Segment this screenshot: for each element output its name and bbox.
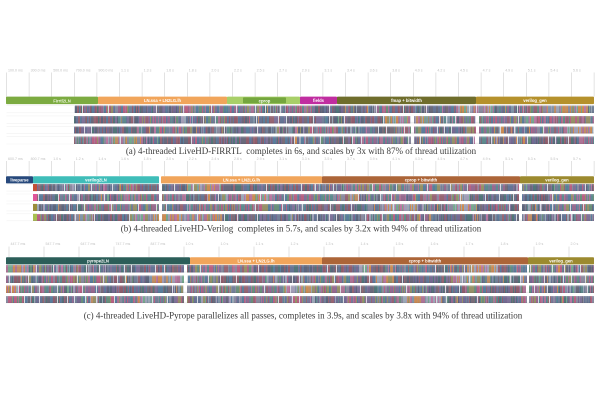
svg-text:447.7 ms: 447.7 ms — [11, 242, 26, 246]
svg-text:pyrope2LN: pyrope2LN — [87, 258, 109, 263]
svg-text:fields: fields — [313, 98, 325, 103]
svg-text:3.8 s: 3.8 s — [392, 69, 400, 73]
svg-text:2.2 s: 2.2 s — [234, 69, 242, 73]
svg-text:1.2 s: 1.2 s — [76, 157, 84, 161]
svg-text:4.2 s: 4.2 s — [437, 69, 445, 73]
svg-text:2.0 s: 2.0 s — [211, 69, 219, 73]
svg-text:(b) 4-threaded LiveHD-Verilog: (b) 4-threaded LiveHD-Verilog completes … — [121, 224, 482, 234]
svg-text:647.7 ms: 647.7 ms — [81, 242, 96, 246]
svg-text:2.5 s: 2.5 s — [257, 69, 265, 73]
svg-text:verilog2LN: verilog2LN — [85, 177, 107, 182]
svg-text:3.3 s: 3.3 s — [302, 157, 310, 161]
svg-text:cprop + bitwidth: cprop + bitwidth — [409, 258, 442, 263]
svg-text:100.0 ms: 100.0 ms — [8, 69, 23, 73]
svg-text:1.5 s: 1.5 s — [396, 242, 404, 246]
svg-text:liveparse: liveparse — [10, 177, 29, 182]
svg-text:1.6 s: 1.6 s — [431, 242, 439, 246]
svg-text:1.6 s: 1.6 s — [121, 157, 129, 161]
svg-text:3.9 s: 3.9 s — [370, 157, 378, 161]
svg-text:3.6 s: 3.6 s — [370, 69, 378, 73]
svg-text:1.8 s: 1.8 s — [189, 69, 197, 73]
svg-text:1.0 s: 1.0 s — [53, 157, 61, 161]
svg-text:4.9 s: 4.9 s — [483, 157, 491, 161]
svg-text:LN.ssa + LN2LG.lh: LN.ssa + LN2LG.lh — [223, 177, 261, 182]
svg-text:1.9 s: 1.9 s — [536, 242, 544, 246]
svg-text:1.3 s: 1.3 s — [326, 242, 334, 246]
svg-text:547.7 ms: 547.7 ms — [46, 242, 61, 246]
svg-text:1.2 s: 1.2 s — [291, 242, 299, 246]
svg-text:Firrtl2LN: Firrtl2LN — [53, 98, 70, 103]
svg-text:3.1 s: 3.1 s — [279, 157, 287, 161]
svg-text:1.8 s: 1.8 s — [501, 242, 509, 246]
svg-text:2.6 s: 2.6 s — [234, 157, 242, 161]
svg-text:847.7 ms: 847.7 ms — [151, 242, 166, 246]
svg-text:800.7 ms: 800.7 ms — [31, 157, 46, 161]
svg-text:5.6 s: 5.6 s — [573, 69, 581, 73]
svg-text:5.4 s: 5.4 s — [550, 69, 558, 73]
svg-text:2.0 s: 2.0 s — [166, 157, 174, 161]
svg-text:500.0 ms: 500.0 ms — [53, 69, 68, 73]
svg-text:4.0 s: 4.0 s — [415, 69, 423, 73]
svg-text:4.5 s: 4.5 s — [437, 157, 445, 161]
svg-text:1.0 s: 1.0 s — [221, 242, 229, 246]
svg-text:5.1 s: 5.1 s — [505, 157, 513, 161]
svg-text:700.0 ms: 700.0 ms — [76, 69, 91, 73]
svg-text:1.4 s: 1.4 s — [98, 157, 106, 161]
svg-text:5.1 s: 5.1 s — [528, 69, 536, 73]
svg-text:1.0 s: 1.0 s — [186, 242, 194, 246]
svg-text:4.3 s: 4.3 s — [415, 157, 423, 161]
svg-text:fmap + bitwidth: fmap + bitwidth — [391, 98, 422, 103]
svg-text:900.0 ms: 900.0 ms — [98, 69, 113, 73]
svg-text:2.9 s: 2.9 s — [302, 69, 310, 73]
svg-text:5.3 s: 5.3 s — [528, 157, 536, 161]
svg-text:(a) 4-threaded LiveHD-FIRRTL: (a) 4-threaded LiveHD-FIRRTL completes i… — [126, 146, 477, 156]
svg-text:1.1 s: 1.1 s — [256, 242, 264, 246]
svg-text:LN.ssa + LN2LG.lh: LN.ssa + LN2LG.lh — [237, 258, 275, 263]
svg-text:3.1 s: 3.1 s — [324, 69, 332, 73]
svg-text:LN.ssa + LN2LG.lh: LN.ssa + LN2LG.lh — [144, 98, 182, 103]
svg-text:2.0 s: 2.0 s — [571, 242, 579, 246]
svg-text:4.1 s: 4.1 s — [392, 157, 400, 161]
svg-text:300.0 ms: 300.0 ms — [31, 69, 46, 73]
svg-text:1.7 s: 1.7 s — [466, 242, 474, 246]
svg-text:4.9 s: 4.9 s — [505, 69, 513, 73]
svg-text:1.8 s: 1.8 s — [144, 157, 152, 161]
svg-text:verilog_gen: verilog_gen — [549, 258, 573, 263]
svg-text:verilog_gen: verilog_gen — [545, 177, 569, 182]
svg-text:2.9 s: 2.9 s — [257, 157, 265, 161]
svg-text:1.6 s: 1.6 s — [166, 69, 174, 73]
svg-text:verilog_gen: verilog_gen — [523, 98, 547, 103]
svg-text:2.7 s: 2.7 s — [279, 69, 287, 73]
svg-text:1.4 s: 1.4 s — [361, 242, 369, 246]
svg-text:1.1 s: 1.1 s — [121, 69, 129, 73]
svg-text:747.7 ms: 747.7 ms — [116, 242, 131, 246]
svg-text:600.7 ms: 600.7 ms — [8, 157, 23, 161]
svg-text:3.7 s: 3.7 s — [347, 157, 355, 161]
svg-text:5.7 s: 5.7 s — [573, 157, 581, 161]
svg-text:3.4 s: 3.4 s — [347, 69, 355, 73]
svg-text:5.5 s: 5.5 s — [550, 157, 558, 161]
svg-text:cprop: cprop — [259, 98, 271, 103]
svg-text:4.5 s: 4.5 s — [460, 69, 468, 73]
svg-text:1.3 s: 1.3 s — [144, 69, 152, 73]
svg-text:4.7 s: 4.7 s — [483, 69, 491, 73]
svg-text:cprop + bitwidth: cprop + bitwidth — [405, 177, 438, 182]
svg-text:4.7 s: 4.7 s — [460, 157, 468, 161]
svg-text:2.4 s: 2.4 s — [211, 157, 219, 161]
svg-text:3.5 s: 3.5 s — [324, 157, 332, 161]
svg-text:2.2 s: 2.2 s — [189, 157, 197, 161]
svg-text:(c) 4-threaded LiveHD-Pyrope p: (c) 4-threaded LiveHD-Pyrope parallelize… — [84, 310, 523, 320]
